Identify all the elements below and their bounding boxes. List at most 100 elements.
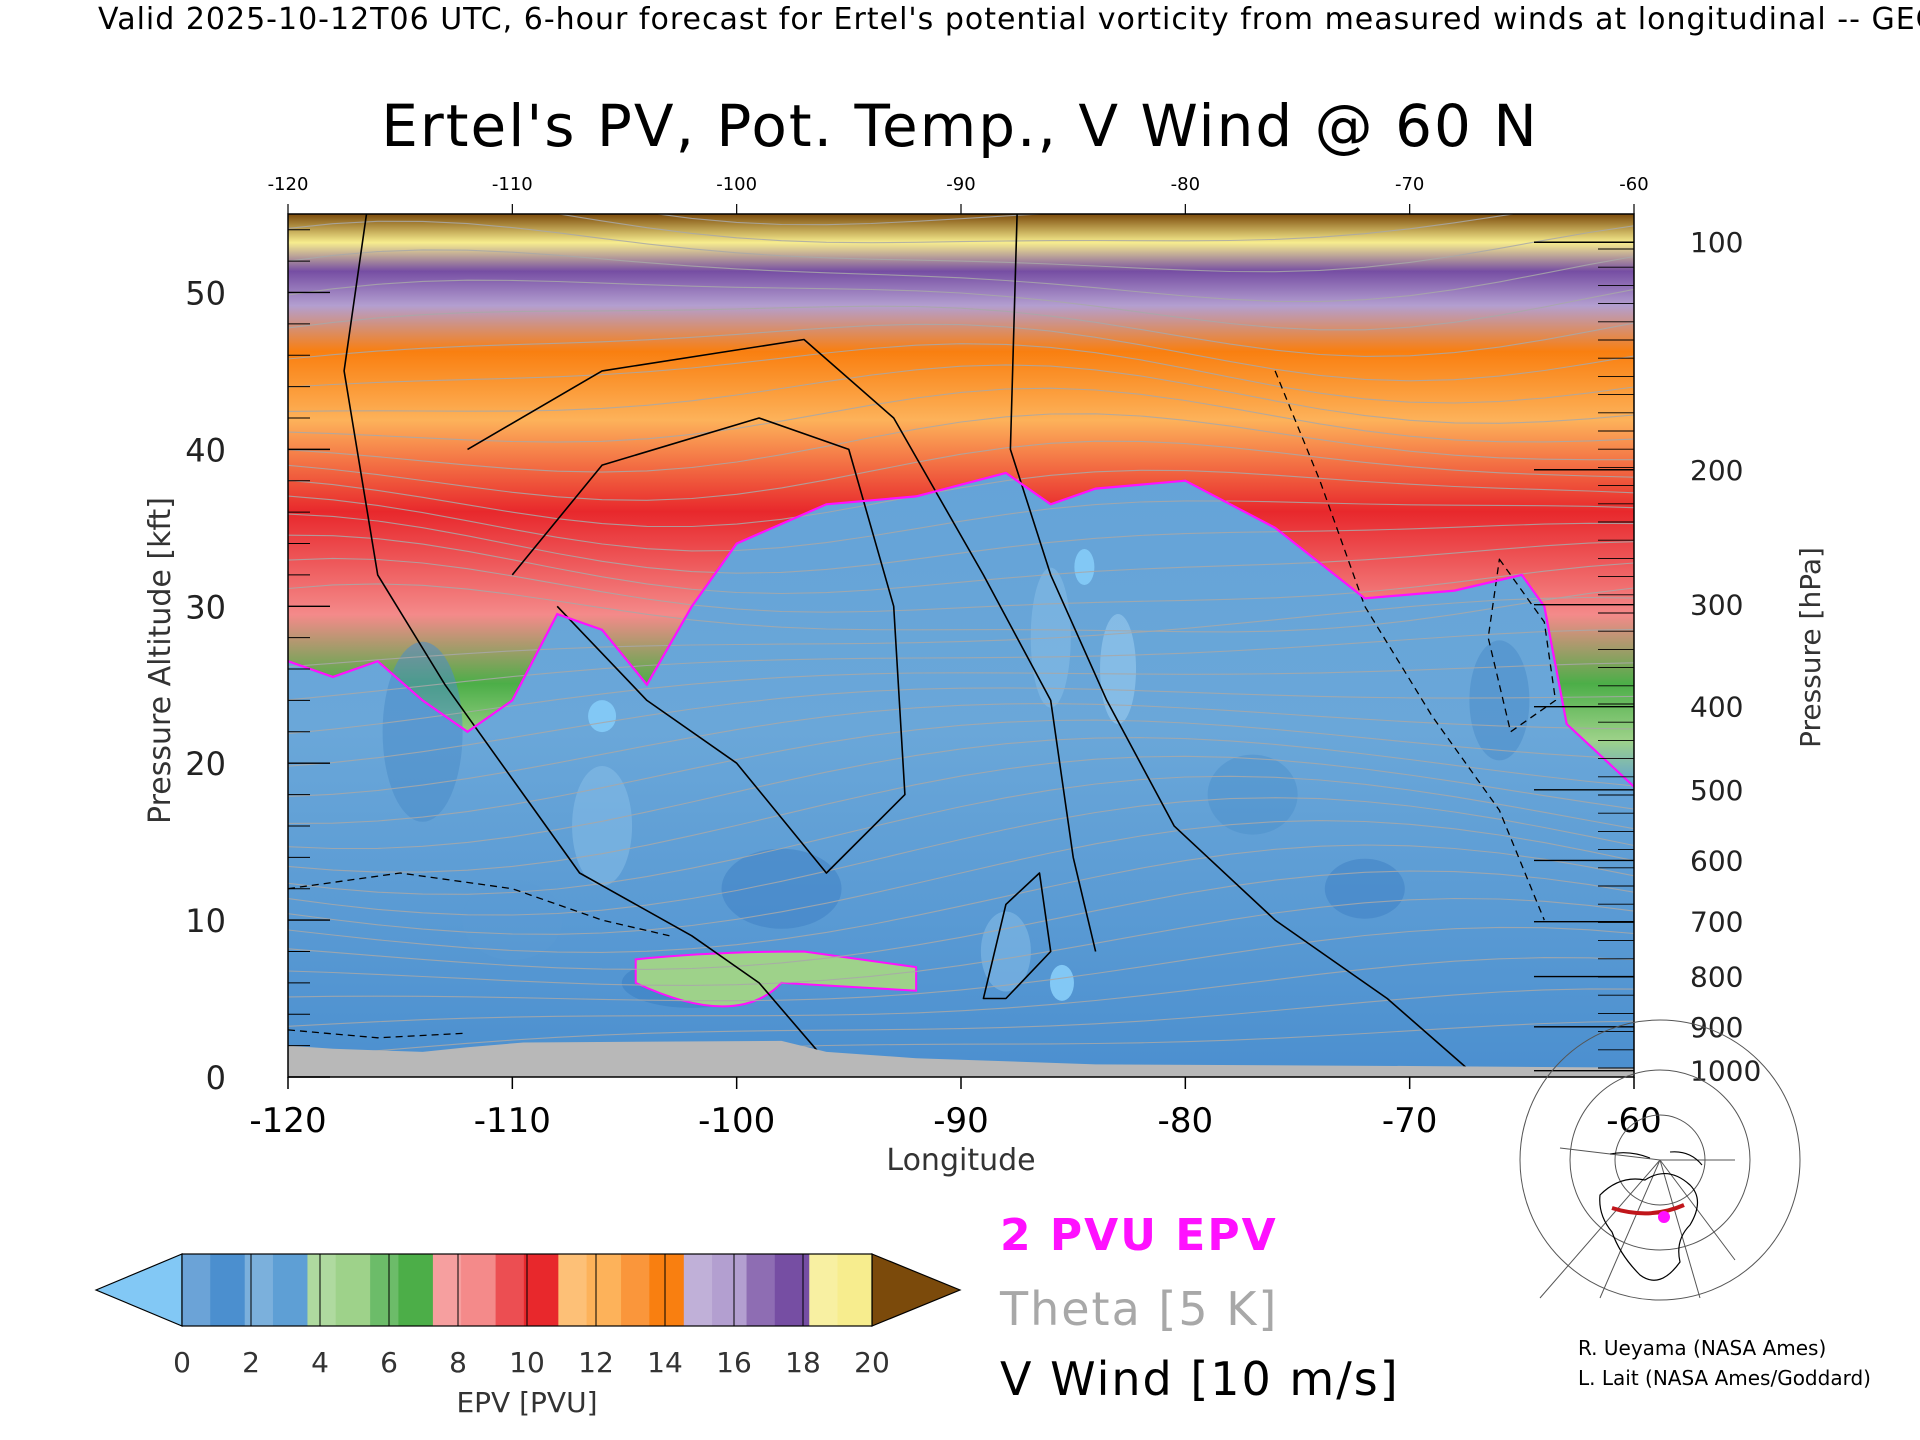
x-tick-label: -90 (933, 1101, 989, 1141)
theta-line (288, 323, 1634, 382)
v-wind-line (982, 872, 1052, 1000)
map-latitude-circle (1519, 1019, 1801, 1301)
v-wind-contours (288, 214, 1557, 1077)
colorbar-segment-shade (370, 1254, 399, 1326)
theta-line (288, 513, 1634, 574)
colorbar-segment-shade (244, 1254, 273, 1326)
colorbar-segment-shade (307, 1254, 336, 1326)
x-tick-label: -110 (474, 1101, 551, 1141)
credit-line-2: L. Lait (NASA Ames/Goddard) (1578, 1366, 1871, 1390)
colorbar-segment-shade (495, 1254, 524, 1326)
pv-under-patch (1074, 549, 1095, 586)
colorbar-segment (307, 1254, 371, 1326)
stratosphere-fill (288, 214, 1634, 787)
pv-2pvu-contour (288, 471, 1634, 788)
colorbar-segment (683, 1254, 748, 1326)
y-tick-label: 30 (185, 588, 226, 626)
y2-axis-label: Pressure [hPa] (1794, 547, 1827, 748)
pv-under-patch (1049, 964, 1074, 1001)
map-meridian (1659, 1159, 1736, 1261)
colorbar-tick-label: 10 (509, 1346, 545, 1379)
theta-line (555, 214, 1517, 244)
map-marker (1658, 1211, 1670, 1223)
v-wind-line (288, 872, 670, 937)
chart-title: Ertel's PV, Pot. Temp., V Wind @ 60 N (381, 92, 1539, 160)
theta-line (288, 413, 1634, 473)
theta-line (288, 220, 1634, 273)
theta-line (653, 214, 1052, 226)
pressure-tick-label: 300 (1690, 589, 1743, 622)
colorbar-tick-label: 14 (647, 1346, 683, 1379)
pv-patch (462, 880, 563, 961)
pv-patch (1207, 754, 1298, 835)
v-wind-line (1487, 558, 1557, 733)
x-tick-top-label: -110 (492, 174, 533, 195)
pv-under-patch (588, 700, 617, 733)
map-background (1535, 1148, 1735, 1298)
pv-patch (1324, 858, 1405, 919)
pressure-tick-label: 600 (1690, 844, 1743, 877)
map-meridian (1539, 1159, 1661, 1299)
theta-contours (288, 214, 1634, 1077)
low-level-pv-band (634, 950, 918, 1008)
colorbar-segment (432, 1254, 497, 1326)
valid-time-header: Valid 2025-10-12T06 UTC, 6-hour forecast… (98, 2, 1920, 37)
map-coastline (1599, 1173, 1699, 1281)
theta-line (288, 629, 1634, 701)
theta-line (288, 596, 1634, 668)
colorbar-segment (370, 1254, 434, 1326)
y-tick-label: 40 (185, 431, 226, 469)
map-meridian (1659, 1159, 1701, 1299)
colorbar-segment-shade (621, 1254, 650, 1326)
theta-line (288, 797, 1634, 916)
colorbar-segment-shade (746, 1254, 775, 1326)
theta-line (288, 926, 1634, 1002)
theta-line (288, 387, 1634, 443)
x-tick-label: -60 (1606, 1101, 1662, 1141)
colorbar-tick-label: 0 (173, 1346, 191, 1379)
colorbar-segment-shade (683, 1254, 713, 1326)
colorbar-segment-shade (809, 1254, 838, 1326)
theta-line (288, 495, 1634, 552)
x-tick-top-label: -80 (1171, 174, 1200, 195)
legend-pv-contour: 2 PVU EPV (1000, 1210, 1278, 1261)
x-tick-top-label: -90 (946, 174, 975, 195)
theta-line (288, 249, 1634, 303)
theta-line (288, 364, 1634, 424)
colorbar-tick-label: 8 (449, 1346, 467, 1379)
y-tick-label: 50 (185, 274, 226, 312)
colorbar-tick-label: 12 (578, 1346, 614, 1379)
theta-line (288, 957, 1634, 1027)
theta-line (288, 662, 1634, 735)
map-latitude-circle (1569, 1069, 1751, 1251)
theta-line (288, 870, 1634, 970)
theta-line (288, 687, 1634, 767)
theta-line (288, 343, 1634, 404)
x-tick-top-label: -120 (268, 174, 309, 195)
locator-map (1519, 1019, 1801, 1301)
theta-line (288, 737, 1634, 850)
theta-line (288, 719, 1634, 824)
theta-line (288, 988, 1634, 1059)
theta-line (288, 305, 1634, 357)
colorbar-segment (621, 1254, 685, 1326)
terrain-fill (288, 1040, 1634, 1077)
map-meridian (1599, 1159, 1661, 1299)
colorbar-tick-label: 16 (716, 1346, 752, 1379)
y-tick-label: 20 (185, 745, 226, 783)
v-wind-line (1274, 370, 1545, 921)
theta-line (288, 557, 1634, 613)
pressure-tick-label: 700 (1690, 906, 1743, 939)
pv-patch (1100, 614, 1137, 725)
colorbar-segment (244, 1254, 308, 1326)
x-tick-top-label: -60 (1619, 174, 1648, 195)
colorbar-segment-shade (432, 1254, 462, 1326)
credit-line-1: R. Ueyama (NASA Ames) (1578, 1336, 1827, 1360)
pv-patch (1469, 640, 1530, 761)
legend-v-wind: V Wind [10 m/s] (1000, 1352, 1400, 1406)
theta-line (288, 583, 1634, 633)
v-wind-line (467, 338, 1097, 952)
pressure-tick-label: 400 (1690, 691, 1743, 724)
x-tick-label: -80 (1158, 1101, 1214, 1141)
theta-line (288, 755, 1634, 873)
